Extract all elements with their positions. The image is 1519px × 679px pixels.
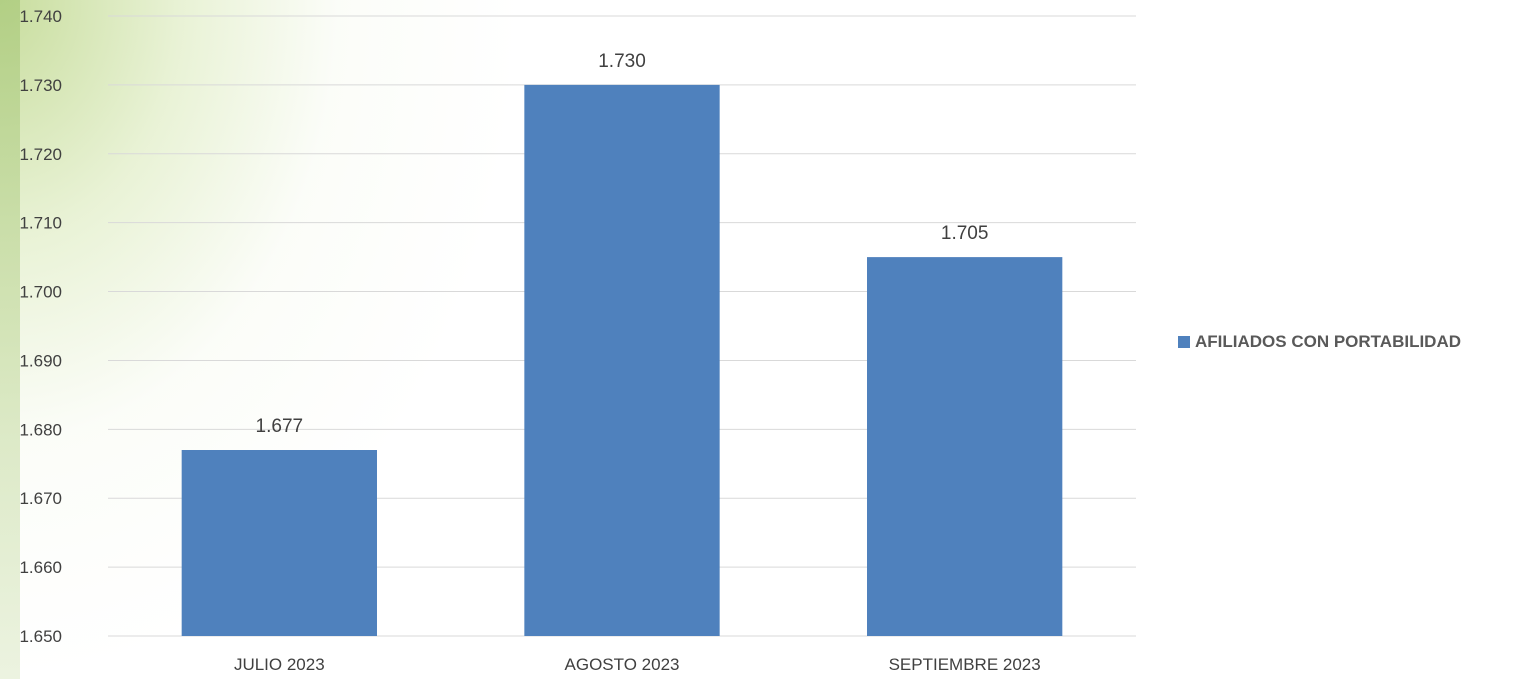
data-label: 1.705 [941,223,989,244]
bars [181,84,1063,636]
data-labels: 1.677 1.730 1.705 [256,51,989,437]
legend-swatch [1178,336,1190,348]
y-tick-label: 1.660 [19,558,62,577]
data-label: 1.677 [256,416,304,437]
y-tick-label: 1.730 [19,76,62,95]
bar [181,450,377,636]
data-label: 1.730 [598,51,646,72]
legend-label: AFILIADOS CON PORTABILIDAD [1195,332,1462,351]
x-tick-label: JULIO 2023 [234,655,325,674]
bar [867,257,1063,636]
x-tick-label: AGOSTO 2023 [565,655,680,674]
x-tick-label: SEPTIEMBRE 2023 [889,655,1041,674]
y-tick-label: 1.670 [19,489,62,508]
y-tick-label: 1.710 [19,214,62,233]
y-tick-label: 1.690 [19,351,62,370]
y-tick-label: 1.700 [19,283,62,302]
legend: AFILIADOS CON PORTABILIDAD [1178,332,1461,352]
x-axis-ticks: JULIO 2023 AGOSTO 2023 SEPTIEMBRE 2023 [234,655,1041,674]
y-tick-label: 1.740 [19,7,62,26]
bar [524,84,720,636]
y-tick-label: 1.680 [19,420,62,439]
background-band [0,0,20,679]
y-tick-label: 1.650 [19,627,62,646]
y-axis-ticks: 1.650 1.660 1.670 1.680 1.690 1.700 1.710 1.720… [19,7,62,646]
y-tick-label: 1.720 [19,145,62,164]
